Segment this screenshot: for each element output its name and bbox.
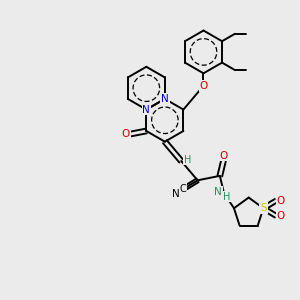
Text: S: S bbox=[260, 203, 267, 213]
Text: O: O bbox=[200, 81, 208, 91]
Text: C: C bbox=[179, 184, 186, 194]
Text: N: N bbox=[214, 187, 222, 197]
Text: H: H bbox=[223, 192, 231, 202]
Text: N: N bbox=[172, 189, 179, 199]
Text: O: O bbox=[122, 129, 130, 139]
Text: O: O bbox=[277, 196, 285, 206]
Text: N: N bbox=[161, 94, 169, 104]
Text: H: H bbox=[184, 154, 191, 164]
Text: O: O bbox=[277, 211, 285, 221]
Text: O: O bbox=[219, 151, 227, 160]
Text: N: N bbox=[142, 105, 150, 115]
